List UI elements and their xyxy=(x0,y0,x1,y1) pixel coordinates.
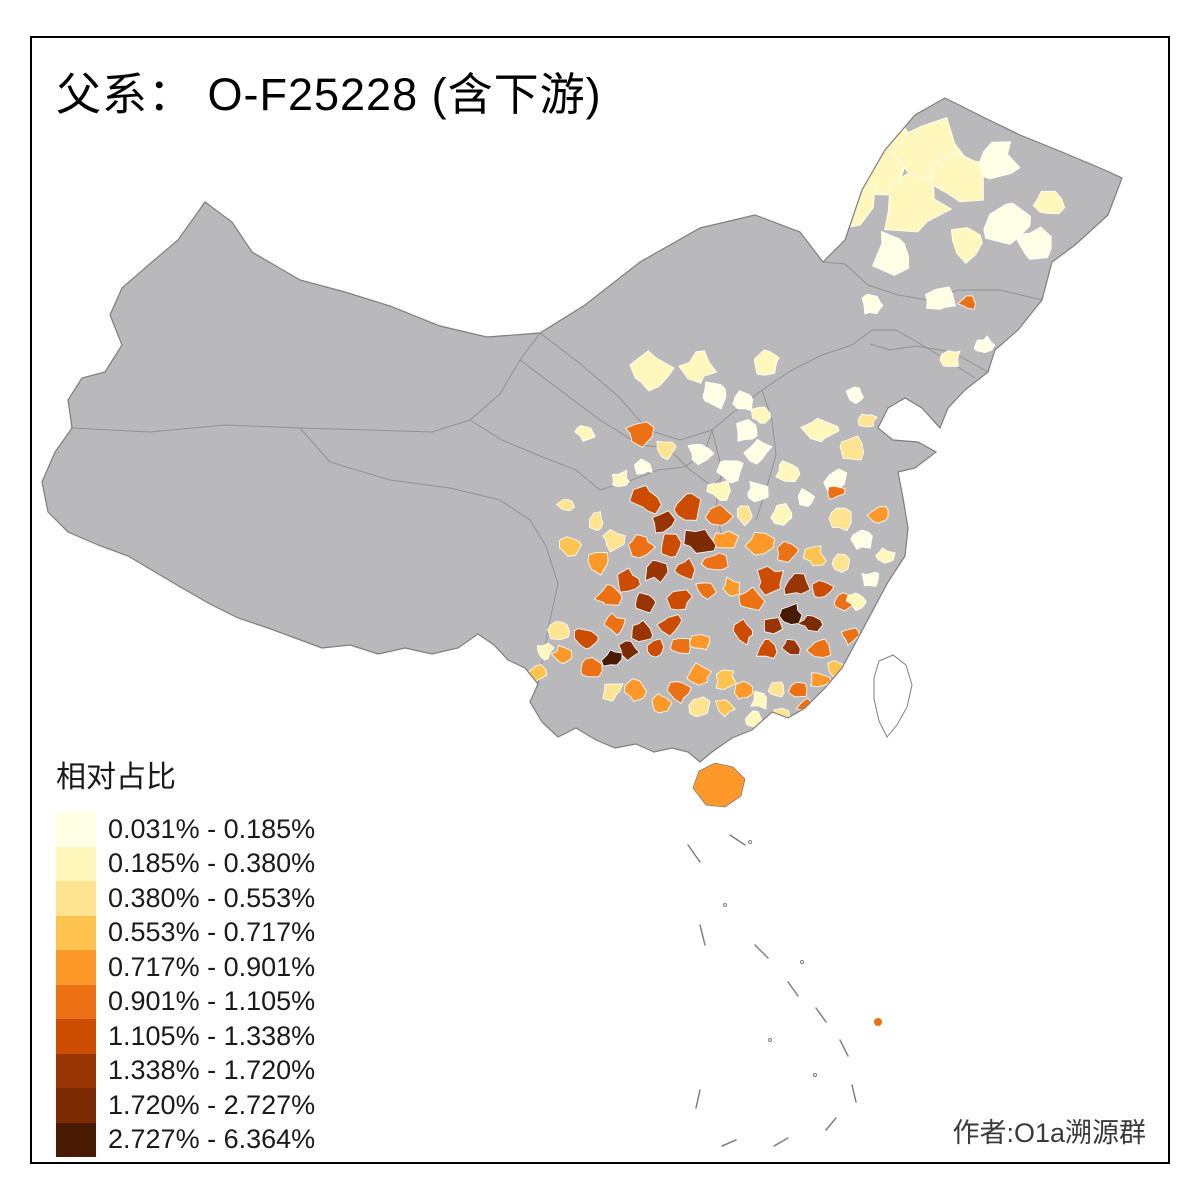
legend-item: 1.105% - 1.338% xyxy=(56,1019,315,1054)
legend-item: 0.901% - 1.105% xyxy=(56,984,316,1019)
legend-swatch xyxy=(56,950,96,985)
legend: 相对占比 0.031% - 0.185% 0.185% - 0.380% 0.380… xyxy=(56,752,315,1157)
legend-label: 0.717% - 0.901% xyxy=(108,951,316,982)
legend-label: 0.901% - 1.105% xyxy=(108,986,316,1017)
legend-label: 1.105% - 1.338% xyxy=(108,1020,316,1051)
legend-item: 1.338% - 1.720% xyxy=(56,1053,316,1088)
legend-swatch xyxy=(56,846,96,881)
legend-items: 0.031% - 0.185% 0.185% - 0.380% 0.380% - 0… xyxy=(56,812,315,1157)
legend-swatch xyxy=(56,1053,96,1088)
attribution: 作者:O1a溯源群 xyxy=(952,1118,1146,1148)
legend-swatch xyxy=(56,812,96,847)
legend-label: 1.720% - 2.727% xyxy=(108,1089,316,1120)
legend-title: 相对占比 xyxy=(56,761,176,794)
legend-label: 0.031% - 0.185% xyxy=(108,813,316,844)
legend-item: 0.185% - 0.380% xyxy=(56,846,316,881)
legend-swatch xyxy=(56,1122,96,1157)
legend-item: 0.031% - 0.185% xyxy=(56,812,315,847)
map-title: 父系： O-F25228 (含下游) xyxy=(56,69,602,120)
legend-label: 2.727% - 6.364% xyxy=(108,1124,316,1155)
legend-swatch xyxy=(56,915,96,950)
legend-swatch xyxy=(56,984,96,1019)
legend-label: 0.380% - 0.553% xyxy=(108,882,316,913)
legend-swatch xyxy=(56,881,96,916)
legend-label: 0.553% - 0.717% xyxy=(108,917,316,948)
legend-item: 0.380% - 0.553% xyxy=(56,881,315,916)
legend-item: 1.720% - 2.727% xyxy=(56,1088,315,1123)
legend-swatch xyxy=(56,1088,96,1123)
legend-item: 2.727% - 6.364% xyxy=(56,1122,316,1157)
legend-item: 0.553% - 0.717% xyxy=(56,915,316,950)
legend-item: 0.717% - 0.901% xyxy=(56,950,315,985)
legend-swatch xyxy=(56,1019,96,1054)
legend-label: 0.185% - 0.380% xyxy=(108,848,316,879)
legend-label: 1.338% - 1.720% xyxy=(108,1055,316,1086)
